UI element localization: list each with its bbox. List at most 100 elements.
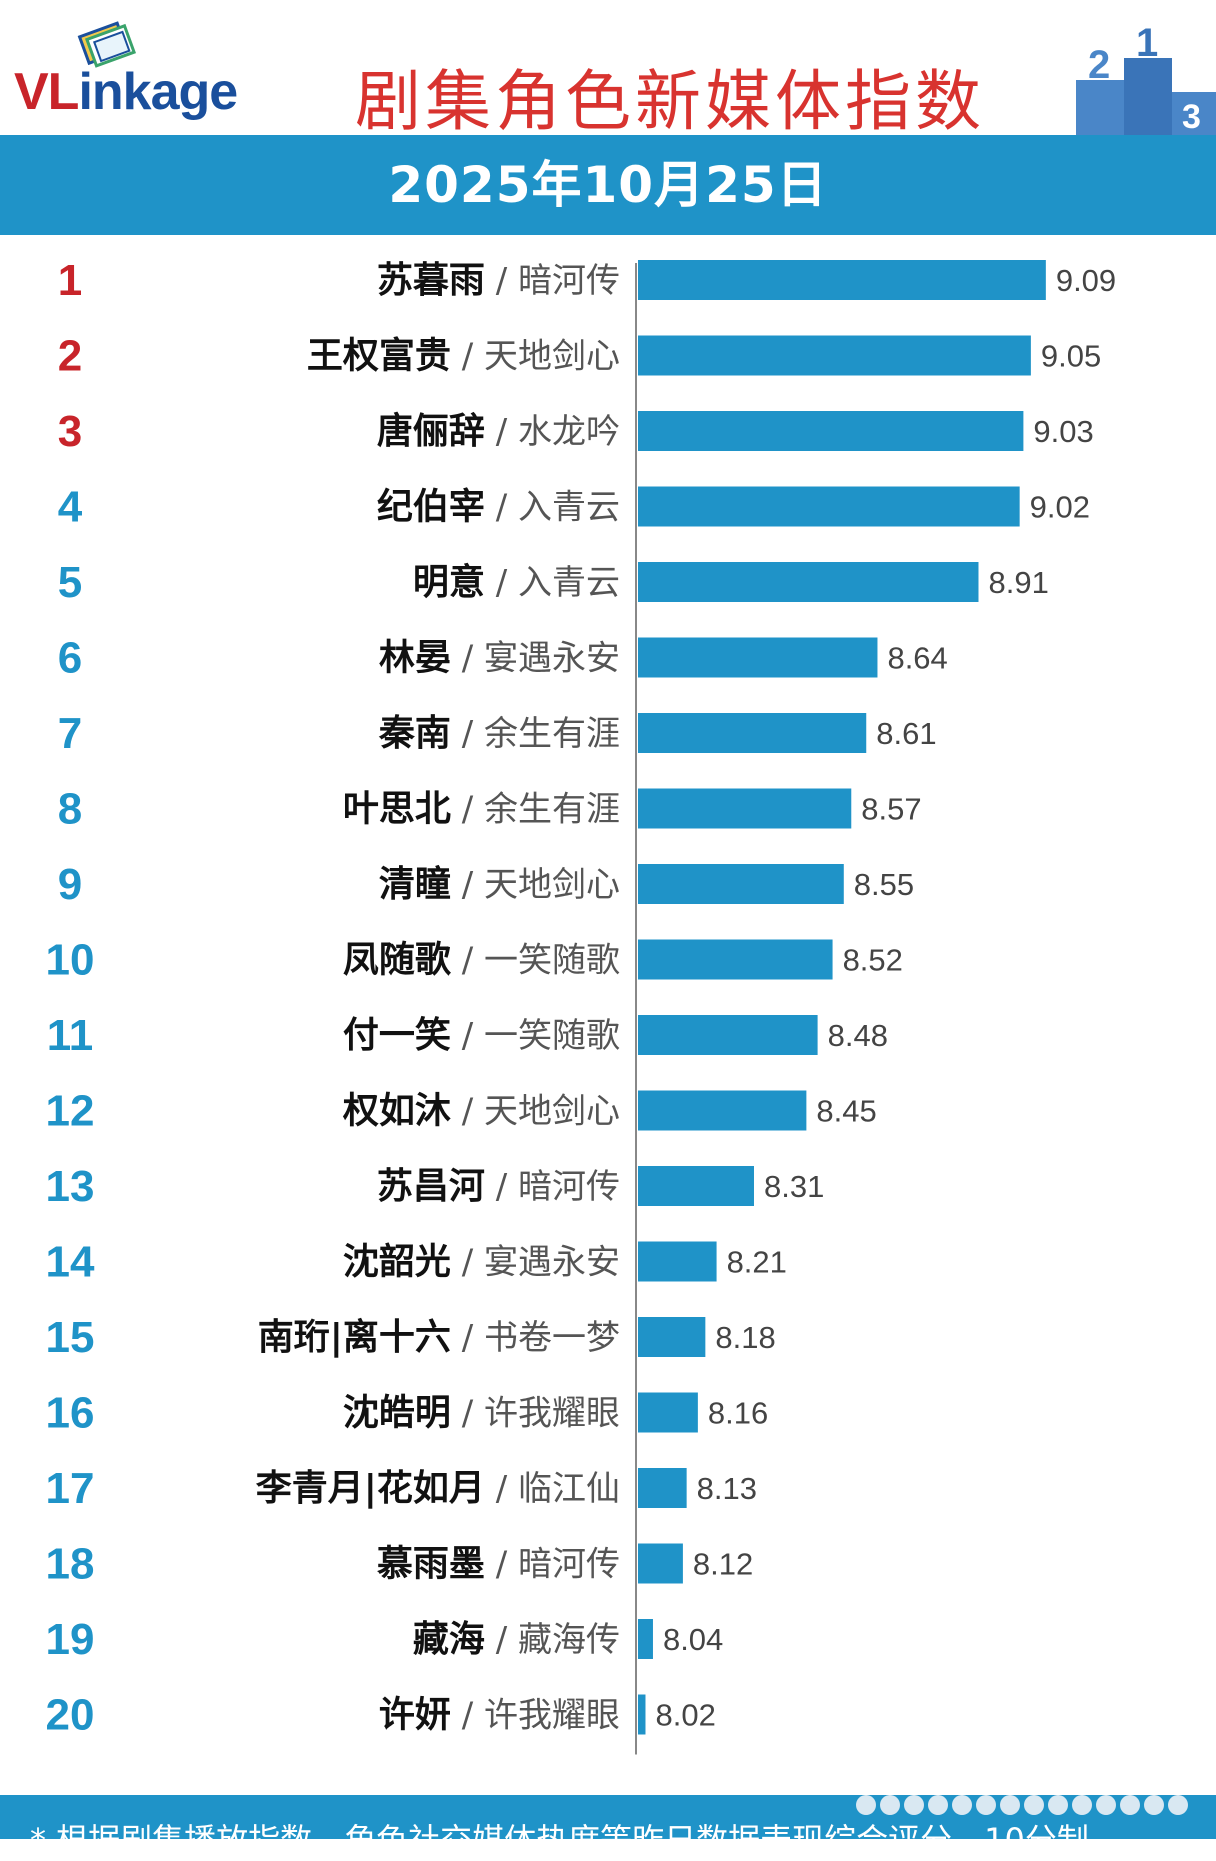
drama-name: / 暗河传 [485, 1545, 620, 1585]
category-label: 苏暮雨 / 暗河传 [377, 260, 620, 301]
character-name: 苏暮雨 [377, 260, 485, 301]
drama-name: / 一笑随歌 [451, 941, 620, 981]
drama-name: / 暗河传 [485, 261, 620, 301]
rank-number: 17 [46, 1464, 95, 1513]
rank-number: 4 [58, 483, 83, 532]
date-banner: 2025年10月25日 [0, 135, 1216, 235]
character-name: 凤随歌 [343, 940, 452, 981]
category-label: 南珩|离十六 / 书卷一梦 [258, 1317, 620, 1358]
character-name: 纪伯宰 [377, 487, 485, 528]
bar [638, 562, 979, 602]
bar [638, 411, 1024, 451]
rank-number: 1 [58, 256, 82, 305]
podium-icon: 2 1 3 [1076, 21, 1216, 135]
data-label: 9.09 [1056, 263, 1116, 298]
data-label: 8.48 [828, 1018, 888, 1053]
bar-chart: 1 苏暮雨 / 暗河传 9.09 2 王权富贵 / 天地剑心 9.05 3 唐俪辞 / 水龙吟… [46, 256, 1116, 1755]
bar [638, 1166, 754, 1206]
bar [638, 864, 844, 904]
category-label: 清瞳 / 天地剑心 [379, 864, 620, 905]
data-label: 8.04 [663, 1622, 723, 1657]
decorative-dot [976, 1795, 996, 1815]
data-label: 8.16 [708, 1396, 768, 1431]
category-label: 李青月|花如月 / 临江仙 [256, 1468, 620, 1509]
category-label: 明意 / 入青云 [413, 562, 620, 603]
rank-number: 9 [58, 860, 82, 909]
data-label: 8.55 [854, 867, 914, 902]
drama-name: / 许我耀眼 [451, 1696, 620, 1736]
decorative-dot [1000, 1795, 1020, 1815]
category-label: 苏昌河 / 暗河传 [377, 1166, 620, 1207]
data-label: 8.31 [764, 1169, 824, 1204]
decorative-dot [1144, 1795, 1164, 1815]
character-name: 清瞳 [379, 864, 451, 905]
character-name: 李青月|花如月 [256, 1468, 485, 1509]
header: VLinkage 剧集角色新媒体指数 2 1 3 [0, 0, 1216, 140]
character-name: 权如沐 [342, 1091, 451, 1132]
bar [638, 1241, 717, 1282]
data-label: 8.21 [727, 1245, 787, 1280]
character-name: 叶思北 [343, 789, 451, 830]
decorative-dot [1072, 1795, 1092, 1815]
decorative-dot [928, 1795, 948, 1815]
vlinkage-logo: VLinkage [14, 20, 274, 121]
drama-name: / 天地剑心 [451, 1092, 620, 1132]
bar [638, 486, 1020, 527]
bar [638, 260, 1046, 300]
bar [638, 1619, 653, 1659]
data-label: 8.12 [693, 1547, 753, 1582]
drama-name: / 一笑随歌 [451, 1016, 620, 1056]
character-name: 付一笑 [343, 1015, 451, 1056]
rank-number: 18 [46, 1540, 95, 1589]
data-label: 9.05 [1041, 339, 1101, 374]
drama-name: / 水龙吟 [485, 412, 620, 452]
rank-number: 7 [58, 709, 82, 758]
decorative-dot [1168, 1795, 1188, 1815]
decorative-dot [1096, 1795, 1116, 1815]
rank-number: 5 [58, 558, 82, 607]
drama-name: / 暗河传 [485, 1167, 620, 1207]
page-title: 剧集角色新媒体指数 [355, 63, 985, 140]
drama-name: / 天地剑心 [451, 865, 620, 905]
drama-name: / 天地剑心 [451, 337, 620, 377]
bar [638, 1015, 818, 1055]
podium-digit-1: 1 [1136, 21, 1158, 65]
bar [638, 1317, 706, 1357]
decorative-dot [1024, 1795, 1044, 1815]
drama-name: / 宴遇永安 [451, 639, 620, 679]
category-label: 许妍 / 许我耀眼 [379, 1695, 620, 1736]
category-label: 沈皓明 / 许我耀眼 [343, 1393, 620, 1434]
bar [638, 637, 878, 678]
bar [638, 939, 833, 980]
data-label: 8.02 [655, 1698, 715, 1733]
drama-name: / 余生有涯 [451, 714, 620, 754]
character-name: 秦南 [378, 713, 451, 754]
category-label: 林晏 / 宴遇永安 [379, 638, 620, 679]
data-label: 8.91 [988, 565, 1048, 600]
data-label: 8.45 [816, 1094, 876, 1129]
bar [638, 1392, 698, 1433]
drama-name: / 临江仙 [485, 1469, 620, 1509]
drama-name: / 入青云 [485, 563, 620, 603]
data-label: 9.03 [1033, 414, 1093, 449]
rank-number: 16 [46, 1389, 95, 1438]
character-name: 林晏 [379, 638, 451, 679]
category-label: 藏海 / 藏海传 [413, 1619, 620, 1660]
drama-name: / 藏海传 [485, 1620, 620, 1660]
data-label: 8.18 [715, 1320, 775, 1355]
character-name: 王权富贵 [307, 335, 451, 377]
bar [638, 1090, 807, 1131]
character-name: 唐俪辞 [377, 410, 485, 452]
decorative-dot [1120, 1795, 1140, 1815]
category-label: 叶思北 / 余生有涯 [343, 789, 620, 830]
character-name: 明意 [413, 562, 485, 603]
category-label: 秦南 / 余生有涯 [378, 713, 620, 754]
category-label: 纪伯宰 / 入青云 [377, 487, 620, 528]
character-name: 南珩|离十六 [258, 1317, 451, 1358]
rank-number: 20 [46, 1691, 95, 1740]
decorative-dot [904, 1795, 924, 1815]
data-label: 8.13 [697, 1471, 757, 1506]
data-label: 8.57 [861, 792, 921, 827]
drama-name: / 书卷一梦 [451, 1318, 620, 1358]
character-name: 沈皓明 [343, 1393, 451, 1434]
